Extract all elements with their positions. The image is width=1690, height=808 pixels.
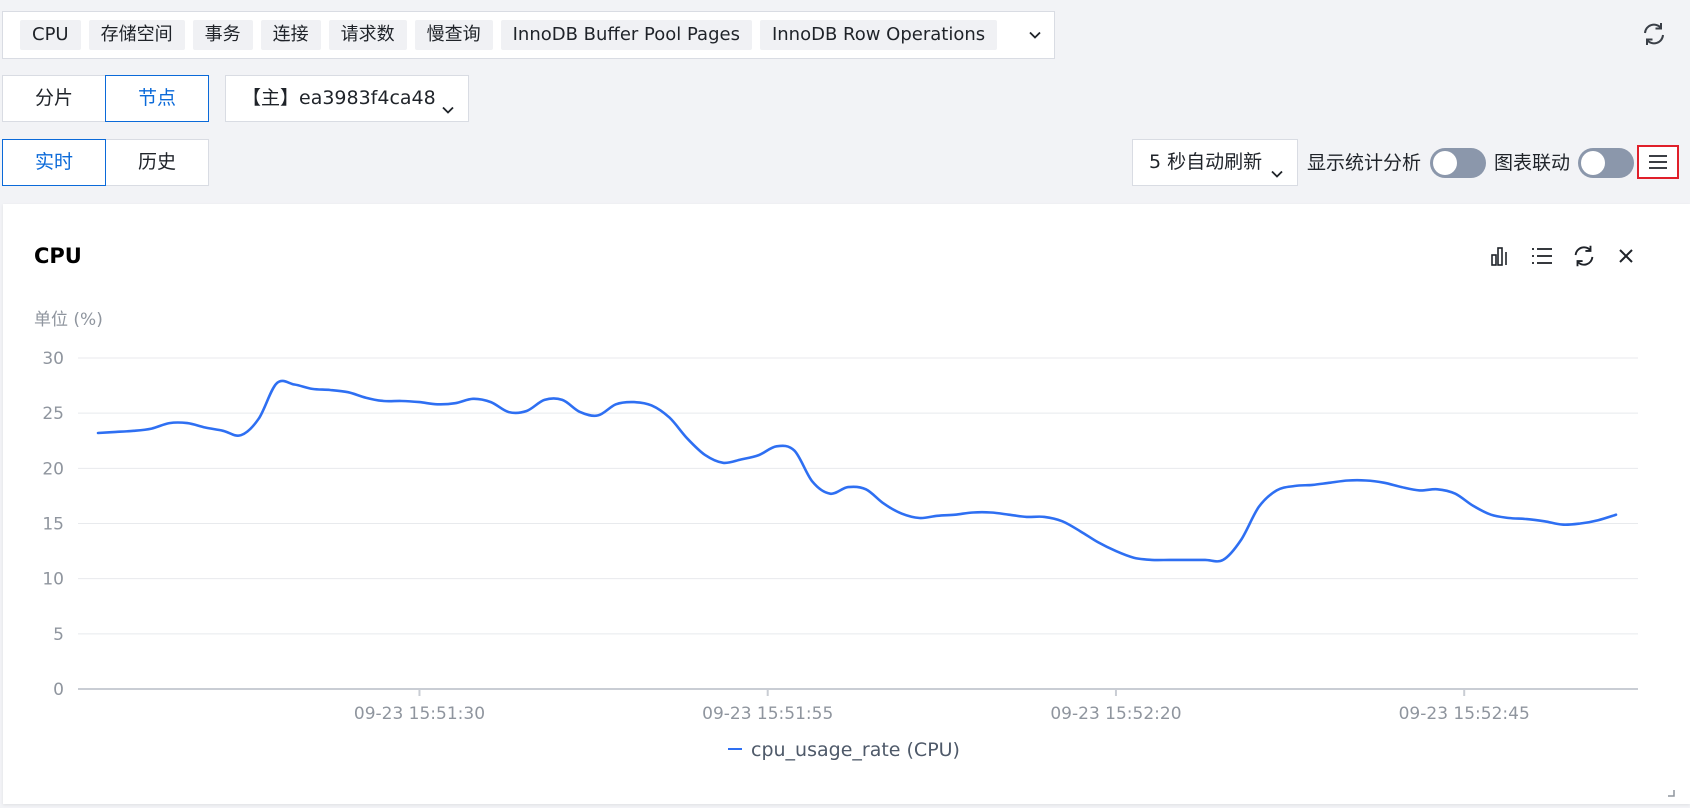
- legend-label: cpu_usage_rate (CPU): [751, 739, 960, 761]
- chevron-down-icon: [440, 90, 456, 135]
- y-tick-label: 10: [42, 570, 64, 590]
- refresh-icon[interactable]: [1570, 242, 1598, 270]
- y-tick-label: 15: [42, 515, 64, 535]
- series-line-cpu-usage-rate: [96, 379, 1618, 563]
- link-toggle-label: 图表联动: [1494, 152, 1571, 174]
- y-tick-label: 25: [42, 404, 64, 424]
- list-icon[interactable]: [1528, 242, 1556, 270]
- metric-tab-connections[interactable]: 连接: [260, 20, 321, 50]
- tab-history[interactable]: 历史: [105, 139, 209, 186]
- y-axis-label: 单位 (%): [34, 310, 103, 330]
- metric-tab-bar: CPU 存储空间 事务 连接 请求数 慢查询 InnoDB Buffer Poo…: [2, 11, 1055, 59]
- auto-refresh-select[interactable]: 5 秒自动刷新: [1132, 139, 1298, 186]
- metric-tab-row-operations[interactable]: InnoDB Row Operations: [759, 20, 998, 50]
- x-tick-label: 09-23 15:51:55: [702, 704, 833, 724]
- chevron-down-icon[interactable]: [1022, 22, 1048, 48]
- metric-tab-buffer-pool-pages[interactable]: InnoDB Buffer Pool Pages: [500, 20, 752, 50]
- node-select-value: 【主】ea3983f4ca48: [242, 87, 436, 109]
- metric-tab-storage[interactable]: 存储空间: [88, 20, 185, 50]
- tab-realtime[interactable]: 实时: [2, 139, 106, 186]
- x-tick-label: 09-23 15:51:30: [354, 704, 485, 724]
- metric-tab-transactions[interactable]: 事务: [192, 20, 253, 50]
- y-tick-label: 5: [53, 625, 64, 645]
- chart-card: CPU: [3, 204, 1690, 804]
- bar-chart-icon[interactable]: [1486, 242, 1514, 270]
- tab-shard[interactable]: 分片: [2, 75, 106, 122]
- metric-tab-slow-queries[interactable]: 慢查询: [414, 20, 493, 50]
- chart-legend: cpu_usage_rate (CPU): [728, 739, 960, 761]
- y-tick-label: 0: [53, 680, 64, 700]
- stats-toggle[interactable]: [1430, 148, 1486, 178]
- scope-switch: 分片 节点: [2, 75, 209, 122]
- metric-tab-cpu[interactable]: CPU: [20, 20, 81, 50]
- auto-refresh-value: 5 秒自动刷新: [1149, 151, 1263, 173]
- y-tick-label: 30: [42, 349, 64, 369]
- close-icon[interactable]: [1612, 242, 1640, 270]
- x-tick-label: 09-23 15:52:20: [1050, 704, 1181, 724]
- tab-node[interactable]: 节点: [105, 75, 209, 122]
- refresh-icon[interactable]: [1640, 20, 1668, 48]
- link-toggle[interactable]: [1578, 148, 1634, 178]
- node-select[interactable]: 【主】ea3983f4ca48: [225, 75, 469, 122]
- menu-icon[interactable]: [1637, 145, 1679, 179]
- resize-handle-icon[interactable]: [1668, 790, 1675, 797]
- x-tick-label: 09-23 15:52:45: [1399, 704, 1530, 724]
- chevron-down-icon: [1269, 154, 1285, 199]
- metric-tab-requests[interactable]: 请求数: [328, 20, 407, 50]
- time-range-switch: 实时 历史: [2, 139, 209, 186]
- chart-title: CPU: [34, 244, 82, 268]
- y-tick-label: 20: [42, 459, 64, 479]
- stats-toggle-label: 显示统计分析: [1307, 152, 1422, 174]
